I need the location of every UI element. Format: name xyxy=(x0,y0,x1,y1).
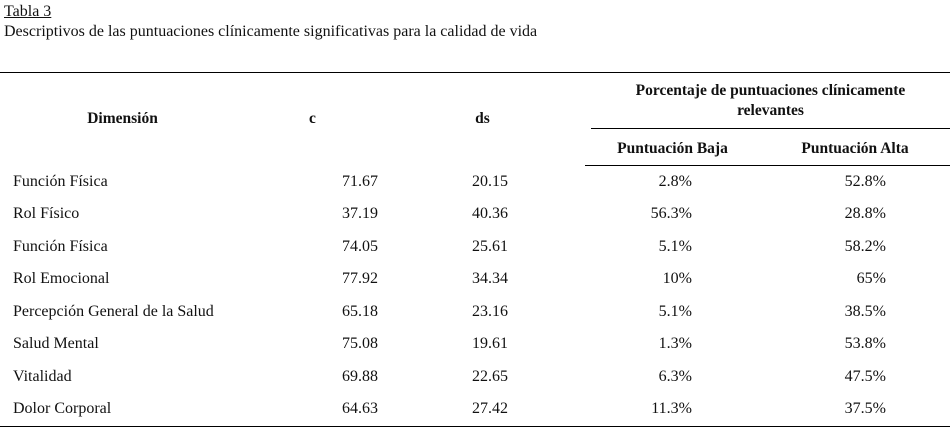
cell-high-score: 53.8% xyxy=(844,335,886,353)
cell-c: 65.18 xyxy=(342,302,378,320)
cell-high-score: 58.2% xyxy=(844,237,886,255)
header-c: c xyxy=(245,72,380,165)
cell-dimension: Percepción General de la Salud xyxy=(13,302,214,320)
cell-dimension: Función Física xyxy=(13,172,108,190)
header-dimension: Dimensión xyxy=(0,72,245,165)
cell-low-score: 5.1% xyxy=(658,302,692,320)
cell-ds: 27.42 xyxy=(380,393,585,427)
header-percentage-group: Porcentaje de puntuaciones clínicamente … xyxy=(585,72,950,129)
cell-dimension: Función Física xyxy=(13,237,108,255)
cell-low-score: 5.1% xyxy=(658,237,692,255)
header-low-score: Puntuación Baja xyxy=(585,129,760,166)
quality-of-life-table: Dimensión c ds Porcentaje de puntuacione… xyxy=(0,72,950,427)
table-row: Rol Físico 37.19 40.36 56.3% 28.8% xyxy=(0,198,950,231)
table-row: Percepción General de la Salud 65.18 23.16… xyxy=(0,296,950,329)
table-row: Salud Mental 75.08 19.61 1.3% 53.8% xyxy=(0,328,950,361)
cell-dimension: Dolor Corporal xyxy=(0,393,245,427)
cell-ds: 22.65 xyxy=(472,367,508,385)
table-row: Rol Emocional 77.92 34.34 10% 65% xyxy=(0,263,950,296)
cell-low-score: 10% xyxy=(662,270,692,288)
cell-c: 75.08 xyxy=(342,335,378,353)
cell-low-score: 1.3% xyxy=(658,335,692,353)
table-row: Función Física 74.05 25.61 5.1% 58.2% xyxy=(0,231,950,264)
cell-ds: 34.34 xyxy=(472,270,508,288)
table-caption: Tabla 3 Descriptivos de las puntuaciones… xyxy=(4,3,537,41)
cell-high-score: 47.5% xyxy=(844,367,886,385)
cell-high-score: 65% xyxy=(856,270,886,288)
cell-c: 69.88 xyxy=(342,367,378,385)
cell-ds: 25.61 xyxy=(472,237,508,255)
cell-c: 71.67 xyxy=(342,172,378,190)
cell-dimension: Salud Mental xyxy=(13,335,99,353)
cell-low-score: 6.3% xyxy=(658,367,692,385)
cell-low-score: 11.3% xyxy=(585,393,760,427)
cell-high-score: 37.5% xyxy=(760,393,950,427)
cell-dimension: Rol Emocional xyxy=(13,270,110,288)
cell-low-score: 2.8% xyxy=(658,172,692,190)
cell-ds: 23.16 xyxy=(472,302,508,320)
header-percentage-label: Porcentaje de puntuaciones clínicamente … xyxy=(591,73,950,129)
cell-c: 77.92 xyxy=(342,270,378,288)
cell-high-score: 38.5% xyxy=(844,302,886,320)
table-row: Vitalidad 69.88 22.65 6.3% 47.5% xyxy=(0,361,950,394)
table-row: Dolor Corporal 64.63 27.42 11.3% 37.5% xyxy=(0,393,950,427)
cell-ds: 20.15 xyxy=(472,172,508,190)
cell-low-score: 56.3% xyxy=(650,205,692,223)
cell-ds: 40.36 xyxy=(472,205,508,223)
cell-c: 37.19 xyxy=(342,205,378,223)
cell-c: 74.05 xyxy=(342,237,378,255)
header-ds: ds xyxy=(380,72,585,165)
cell-dimension: Vitalidad xyxy=(13,367,72,385)
table-row: Función Física 71.67 20.15 2.8% 52.8% xyxy=(0,165,950,198)
table-number: Tabla 3 xyxy=(4,3,52,20)
cell-c: 64.63 xyxy=(245,393,380,427)
table-header: Dimensión c ds Porcentaje de puntuacione… xyxy=(0,72,950,166)
cell-dimension: Rol Físico xyxy=(13,205,80,223)
header-high-score: Puntuación Alta xyxy=(760,129,950,166)
cell-high-score: 52.8% xyxy=(844,172,886,190)
table-title: Descriptivos de las puntuaciones clínica… xyxy=(4,23,538,40)
table-body: Función Física 71.67 20.15 2.8% 52.8% Rol Fís… xyxy=(0,165,950,427)
cell-ds: 19.61 xyxy=(472,335,508,353)
cell-high-score: 28.8% xyxy=(844,205,886,223)
